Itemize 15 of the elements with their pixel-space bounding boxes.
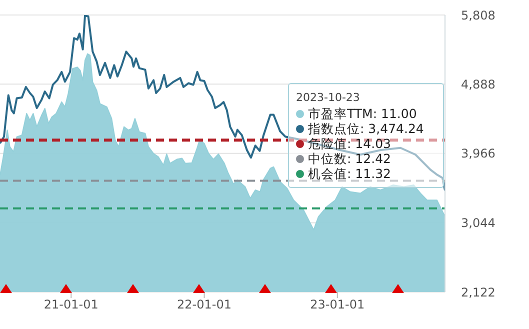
legend-label: 机会值: 11.32: [308, 166, 391, 181]
legend-label: 中位数: 12.42: [308, 151, 391, 166]
y-tick-label: 5,808: [461, 8, 496, 22]
x-tick-label: 21-01-01: [44, 298, 98, 312]
y-tick-label: 3,966: [461, 146, 496, 161]
y-tick-label: 3,044: [461, 216, 496, 230]
ref-line-label: 危险值: 14.03: [308, 136, 391, 151]
x-tick-label: 22-01-01: [177, 298, 232, 312]
line-series: [0, 15, 445, 192]
x-tick-label: 23-01-01: [310, 298, 365, 312]
annotation: 2023-10-23: [296, 91, 360, 104]
y-tick-label: 4,888: [461, 77, 496, 92]
annotation: 市盈率TTM: 11.00: [308, 106, 417, 121]
y-tick-label: 2,122: [461, 285, 496, 300]
annotation: 指数点位: 3,474.24: [308, 121, 424, 136]
